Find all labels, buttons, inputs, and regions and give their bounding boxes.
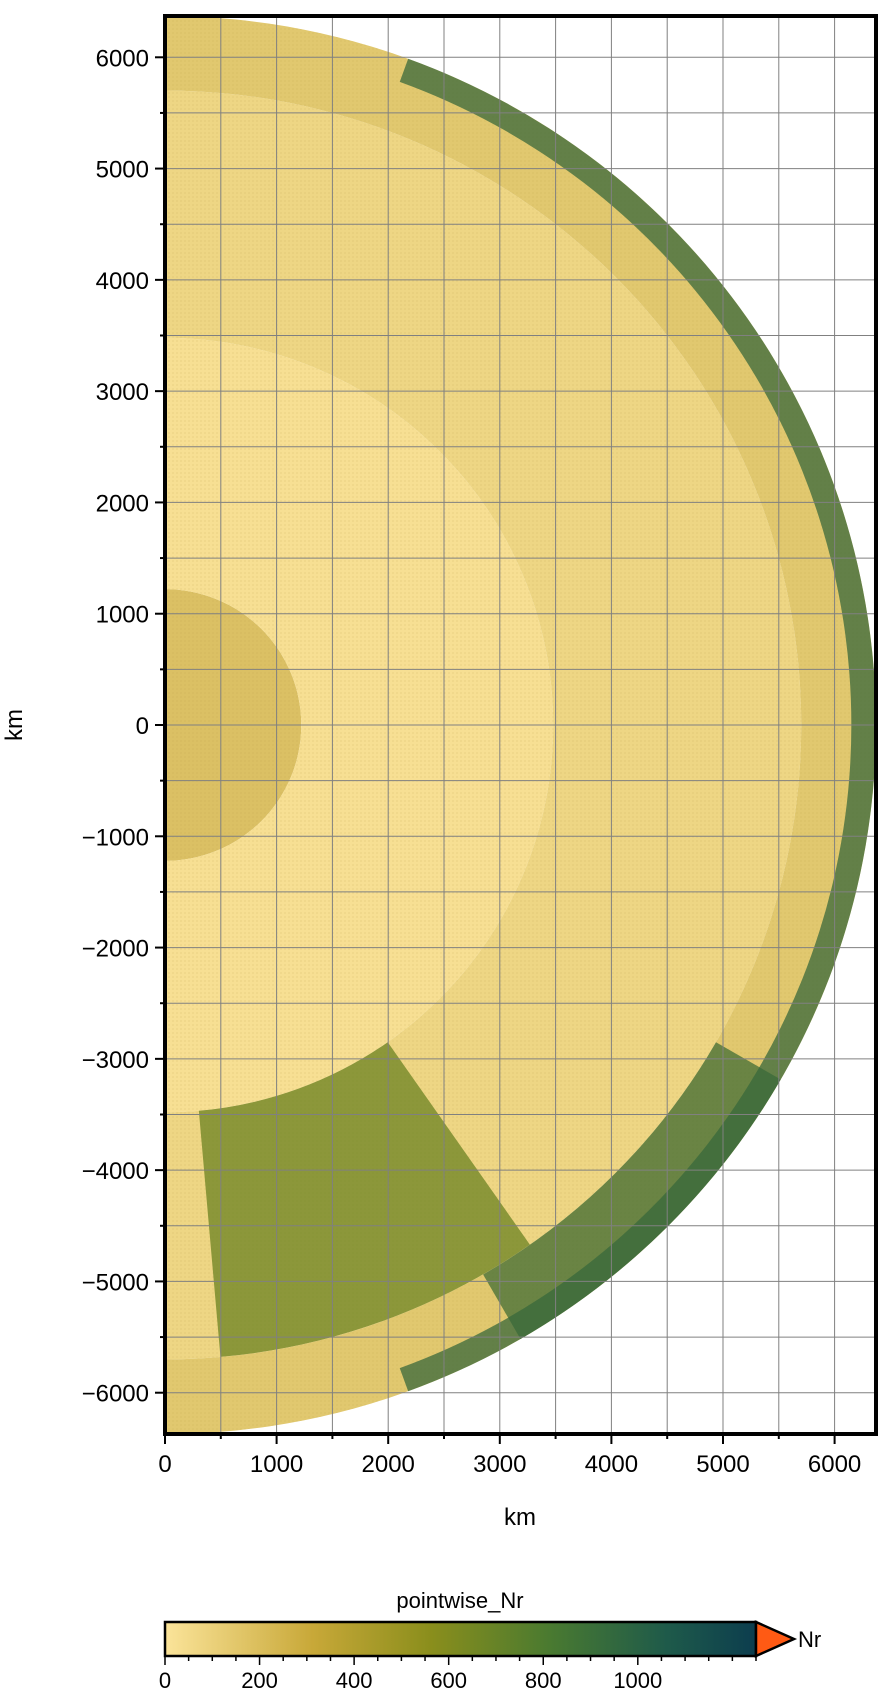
anomaly-1 xyxy=(483,1042,781,1340)
x-tick-label: 0 xyxy=(158,1451,171,1478)
colorbar-title: pointwise_Nr xyxy=(396,1588,523,1613)
anomaly-regions xyxy=(198,58,876,1392)
colorbar-tick-label: 0 xyxy=(159,1668,171,1693)
colorbar-tick-label: 1000 xyxy=(613,1668,662,1693)
y-tick-label: 5000 xyxy=(96,157,149,184)
y-tick-label: −5000 xyxy=(82,1269,149,1296)
x-tick-label: 2000 xyxy=(362,1451,415,1478)
y-axis: 6000 5000 4000 3000 2000 1000 0 −1000 −2000 −3000… xyxy=(82,45,165,1408)
y-tick-label: 3000 xyxy=(96,379,149,406)
y-tick-label: −6000 xyxy=(82,1381,149,1408)
y-axis-title: km xyxy=(1,709,28,741)
colorbar-ticks: 0 200 400 600 800 1000 xyxy=(159,1656,757,1693)
x-axis-title: km xyxy=(504,1504,536,1531)
plot-area xyxy=(165,16,876,1434)
colorbar-unit-label: Nr xyxy=(798,1627,821,1652)
grid-lines xyxy=(165,16,876,1434)
colorbar-max-extension xyxy=(754,1620,798,1658)
x-axis: 0 1000 2000 3000 4000 5000 6000 xyxy=(158,1434,861,1478)
x-tick-label: 4000 xyxy=(585,1451,638,1478)
y-tick-label: 4000 xyxy=(96,268,149,295)
x-tick-label: 6000 xyxy=(808,1451,861,1478)
colorbar: pointwise_Nr Nr 0 200 400 600 800 1000 xyxy=(159,1588,821,1693)
anomaly-0 xyxy=(198,1042,530,1357)
x-tick-label: 3000 xyxy=(473,1451,526,1478)
y-tick-label: −2000 xyxy=(82,936,149,963)
y-tick-label: −4000 xyxy=(82,1158,149,1185)
y-tick-label: 1000 xyxy=(96,602,149,629)
x-tick-label: 1000 xyxy=(250,1451,303,1478)
colorbar-tick-label: 600 xyxy=(430,1668,467,1693)
x-tick-label: 5000 xyxy=(696,1451,749,1478)
layer-texture-2 xyxy=(165,90,802,1360)
y-tick-label: −1000 xyxy=(82,824,149,851)
y-tick-label: −3000 xyxy=(82,1047,149,1074)
colorbar-gradient xyxy=(163,1620,758,1658)
colorbar-tick-label: 400 xyxy=(336,1668,373,1693)
y-tick-label: 0 xyxy=(136,713,149,740)
colorbar-tick-label: 200 xyxy=(241,1668,278,1693)
colorbar-tick-label: 800 xyxy=(525,1668,562,1693)
y-tick-label: 2000 xyxy=(96,490,149,517)
y-tick-label: 6000 xyxy=(96,45,149,72)
